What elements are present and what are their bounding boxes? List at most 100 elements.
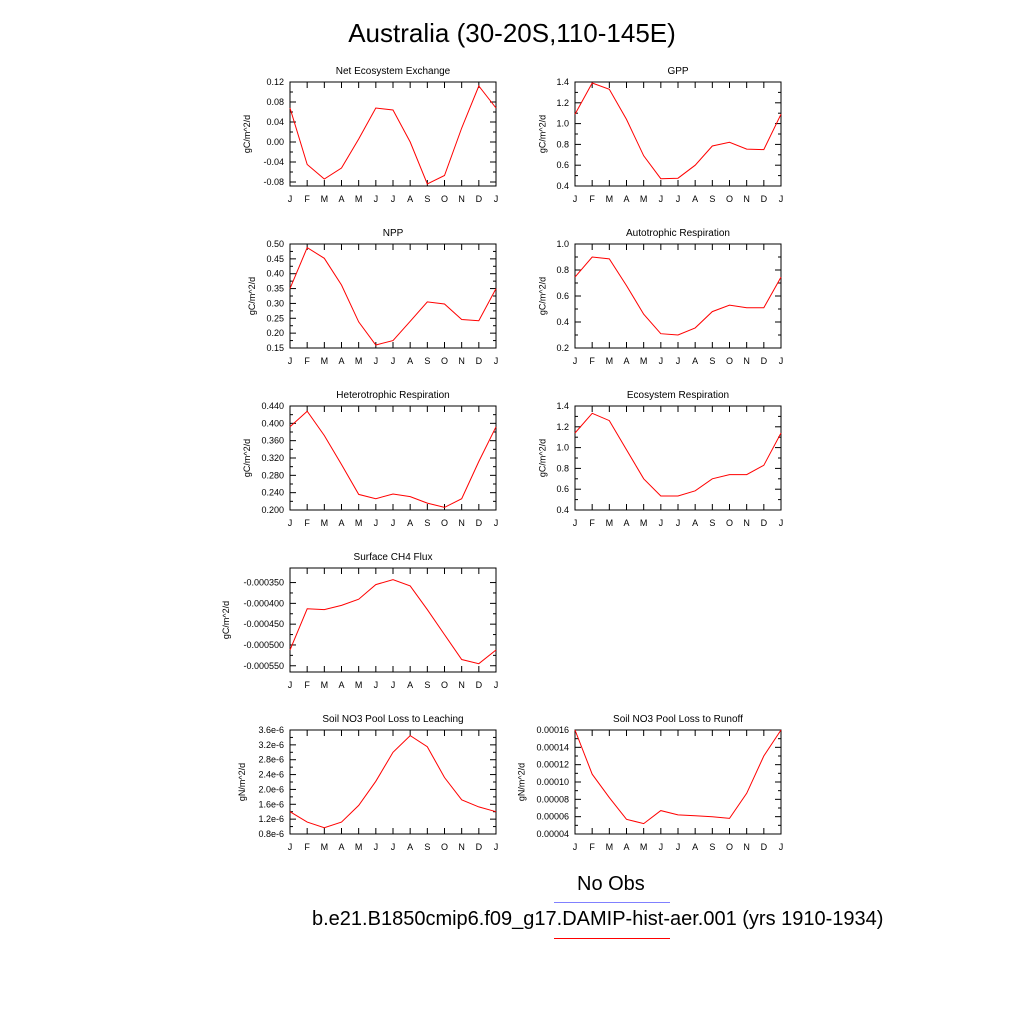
x-tick-label: M [606, 842, 614, 852]
panel-title: Heterotrophic Respiration [336, 390, 449, 401]
panel-title: Soil NO3 Pool Loss to Runoff [613, 714, 743, 725]
x-tick-label: J [494, 194, 499, 204]
panel-title: NPP [383, 228, 404, 239]
x-tick-label: M [355, 842, 363, 852]
y-tick-label: 1.6e-6 [258, 799, 284, 809]
y-tick-label: 0.00010 [536, 777, 569, 787]
y-tick-label: 1.2e-6 [258, 814, 284, 824]
x-tick-label: J [676, 194, 681, 204]
x-tick-label: D [761, 842, 768, 852]
x-tick-label: A [338, 842, 344, 852]
x-tick-label: O [726, 842, 733, 852]
x-tick-label: M [321, 518, 329, 528]
x-tick-label: J [573, 194, 578, 204]
x-tick-label: D [761, 518, 768, 528]
y-tick-label: 0.4 [556, 181, 569, 191]
x-tick-label: D [476, 680, 483, 690]
x-tick-label: J [288, 680, 293, 690]
x-tick-label: N [458, 842, 465, 852]
x-tick-label: S [424, 518, 430, 528]
x-tick-label: O [441, 518, 448, 528]
x-tick-label: D [476, 518, 483, 528]
y-tick-label: 3.2e-6 [258, 740, 284, 750]
x-tick-label: J [391, 194, 396, 204]
panel-title: Soil NO3 Pool Loss to Leaching [322, 714, 463, 725]
series-line [289, 246, 497, 346]
x-tick-label: J [573, 842, 578, 852]
y-tick-label: 0.45 [266, 254, 284, 264]
x-tick-label: M [355, 680, 363, 690]
y-tick-label: 0.40 [266, 269, 284, 279]
x-tick-label: J [494, 518, 499, 528]
y-tick-label: 1.4 [556, 401, 569, 411]
x-tick-label: J [288, 842, 293, 852]
y-tick-label: -0.000400 [243, 598, 284, 608]
x-tick-label: J [288, 356, 293, 366]
y-tick-label: 0.08 [266, 97, 284, 107]
x-tick-label: A [407, 680, 413, 690]
y-tick-label: 0.320 [261, 453, 284, 463]
plot-frame [289, 729, 497, 835]
x-tick-label: A [407, 842, 413, 852]
y-tick-label: -0.04 [263, 157, 284, 167]
y-tick-label: 0.00014 [536, 742, 569, 752]
x-tick-label: J [659, 518, 664, 528]
x-tick-label: M [640, 194, 648, 204]
y-tick-label: 0.8 [556, 139, 569, 149]
x-tick-label: J [391, 842, 396, 852]
y-tick-label: -0.000500 [243, 640, 284, 650]
x-tick-label: O [726, 356, 733, 366]
legend-label-no-obs: No Obs [577, 873, 645, 895]
x-tick-label: M [640, 842, 648, 852]
x-tick-label: J [659, 194, 664, 204]
y-tick-label: 0.400 [261, 418, 284, 428]
plot-frame [574, 81, 782, 187]
panel-title: Ecosystem Respiration [627, 390, 729, 401]
x-tick-label: S [709, 194, 715, 204]
x-tick-label: A [338, 356, 344, 366]
y-tick-label: 0.00 [266, 137, 284, 147]
y-tick-label: 0.8 [556, 265, 569, 275]
x-tick-label: A [623, 518, 629, 528]
x-tick-label: J [573, 518, 578, 528]
x-tick-label: J [374, 680, 379, 690]
x-tick-label: F [589, 842, 595, 852]
x-tick-label: O [726, 518, 733, 528]
y-tick-label: -0.08 [263, 177, 284, 187]
y-tick-label: 0.00004 [536, 829, 569, 839]
x-tick-label: J [494, 842, 499, 852]
legend-line-no-obs [554, 902, 670, 903]
x-tick-label: M [355, 194, 363, 204]
x-tick-label: F [589, 356, 595, 366]
y-tick-label: 0.50 [266, 239, 284, 249]
x-tick-label: S [709, 842, 715, 852]
x-tick-label: O [441, 194, 448, 204]
x-tick-label: J [779, 842, 784, 852]
y-tick-label: 0.2 [556, 343, 569, 353]
y-axis-label: gC/m^2/d [537, 439, 547, 477]
y-tick-label: 0.15 [266, 343, 284, 353]
x-tick-label: J [374, 356, 379, 366]
x-tick-label: M [640, 518, 648, 528]
panel-title: Net Ecosystem Exchange [336, 66, 451, 77]
x-tick-label: J [676, 518, 681, 528]
y-axis-label: gC/m^2/d [537, 277, 547, 315]
x-tick-label: M [321, 842, 329, 852]
x-tick-label: O [441, 356, 448, 366]
y-tick-label: 1.2 [556, 422, 569, 432]
plot-frame [289, 81, 497, 187]
x-tick-label: D [476, 194, 483, 204]
series-line [289, 410, 497, 508]
x-tick-label: J [779, 356, 784, 366]
y-tick-label: 2.8e-6 [258, 755, 284, 765]
y-tick-label: 0.12 [266, 77, 284, 87]
series-line [574, 256, 782, 336]
x-tick-label: N [743, 842, 750, 852]
x-tick-label: J [659, 842, 664, 852]
